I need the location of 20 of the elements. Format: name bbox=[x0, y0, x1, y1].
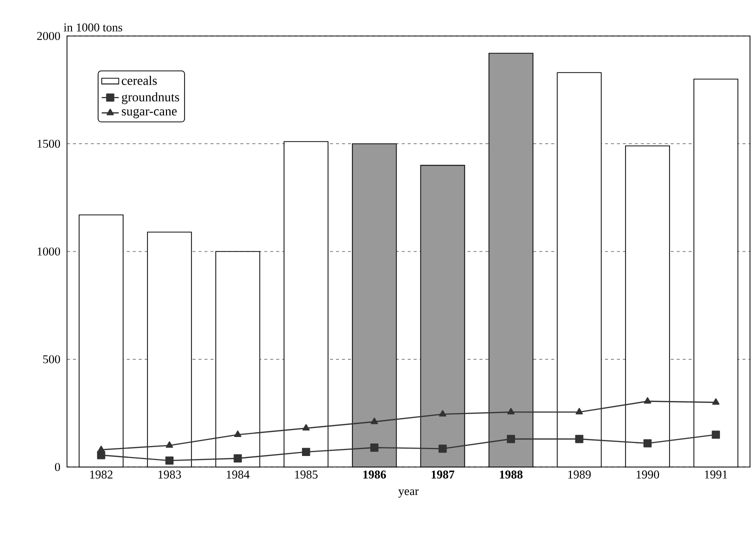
y-axis-title: in 1000 tons bbox=[64, 23, 122, 32]
y-tick-label: 1000 bbox=[38, 247, 60, 256]
legend-label: groundnuts bbox=[122, 92, 180, 104]
x-tick-label: 1986 bbox=[363, 470, 386, 479]
y-tick-label: 0 bbox=[54, 462, 60, 472]
x-tick-label: 1991 bbox=[704, 470, 728, 479]
y-tick-label: 500 bbox=[43, 355, 60, 364]
x-tick-label: 1985 bbox=[295, 470, 318, 479]
legend-label: sugar-cane bbox=[122, 108, 177, 118]
x-tick-label: 1983 bbox=[158, 470, 181, 479]
x-tick-label: 1984 bbox=[226, 470, 250, 479]
y-tick-label: 1500 bbox=[38, 140, 60, 148]
x-tick-label: 1987 bbox=[432, 470, 454, 479]
x-tick-label: 1982 bbox=[90, 470, 112, 479]
x-tick-label: 1988 bbox=[500, 470, 523, 479]
x-axis-title: year bbox=[398, 489, 419, 498]
x-tick-label: 1990 bbox=[636, 470, 660, 479]
y-tick-label: 2000 bbox=[37, 32, 60, 40]
x-tick-label: 1989 bbox=[568, 470, 591, 479]
legend-label: cereals bbox=[122, 76, 157, 85]
